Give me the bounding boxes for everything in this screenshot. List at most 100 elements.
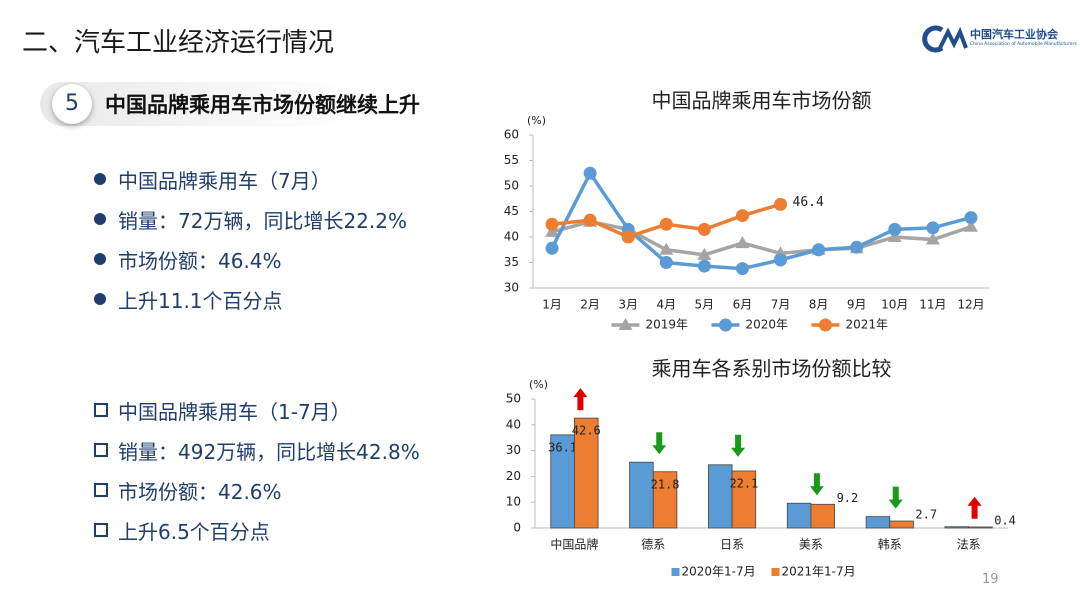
trend-arrow [652, 432, 667, 455]
bullet-text: 中国品牌乘用车（7月） [118, 168, 331, 193]
x-tick-label: 7月 [771, 298, 791, 312]
point-marker [887, 230, 902, 242]
x-tick-label: 德系 [641, 537, 665, 552]
bullet: 上升11.1个百分点 [94, 279, 407, 319]
y-tick-label: 0 [513, 521, 521, 535]
axis-unit: (%) [529, 378, 548, 391]
point-marker [583, 166, 597, 180]
x-tick-label: 12月 [957, 298, 984, 312]
bar [652, 471, 678, 529]
y-tick-label: 40 [504, 230, 519, 244]
bar [944, 526, 969, 529]
legend-marker [618, 318, 633, 330]
bar [731, 470, 757, 529]
x-tick-label: 3月 [618, 298, 638, 312]
x-tick-label: 2月 [580, 298, 600, 312]
x-tick-label: 法系 [957, 538, 981, 552]
logo-subtitle: China Association of Automobile Manufact… [970, 42, 1077, 47]
bar [574, 417, 599, 529]
legend-label: 2021年1-7月 [782, 565, 856, 579]
x-tick-label: 韩系 [878, 537, 902, 552]
x-tick-label: 9月 [847, 298, 867, 312]
bullet-list: 中国品牌乘用车（1-7月） 销量：492万辆，同比增长42.8% 市场份额：42… [94, 390, 420, 550]
legend-swatch [771, 568, 780, 576]
logo-name: 中国汽车工业协会 [970, 28, 1058, 41]
x-tick-label: 10月 [881, 298, 908, 312]
logo: 中国汽车工业协会 China Association of Automobile… [922, 24, 1077, 54]
x-tick-label: 美系 [799, 538, 823, 552]
bullet-text: 上升11.1个百分点 [118, 288, 283, 313]
y-tick-label: 35 [504, 255, 519, 269]
section-number: 5 [52, 84, 92, 124]
bullet: 市场份额：46.4% [94, 239, 407, 279]
point-marker [812, 243, 826, 257]
bar [865, 516, 891, 529]
bullet: 销量：72万辆，同比增长22.2% [94, 199, 407, 239]
trend-arrow [809, 473, 824, 496]
point-marker [697, 247, 712, 260]
bullet: 中国品牌乘用车（7月） [94, 159, 407, 199]
point-marker [545, 224, 560, 237]
bullet-text: 上升6.5个百分点 [118, 519, 270, 544]
legend-label: 2021年 [846, 318, 889, 332]
point-marker [926, 221, 940, 235]
legend-marker [719, 318, 732, 332]
bullet-list: 中国品牌乘用车（7月） 销量：72万辆，同比增长22.2% 市场份额：46.4%… [94, 159, 407, 319]
trend-arrow [573, 388, 588, 411]
y-tick-label: 30 [506, 443, 521, 457]
bullet-text: 市场份额：42.6% [118, 479, 282, 504]
bullet-text: 销量：492万辆，同比增长42.8% [118, 439, 420, 464]
data-label: 0.4 [994, 513, 1016, 527]
x-tick-label: 日系 [720, 538, 744, 552]
chart-title: 乘用车各系别市场份额比较 [652, 357, 892, 381]
series-line [550, 169, 972, 271]
x-tick-label: 中国品牌 [550, 537, 598, 552]
axis-unit: (%) [527, 114, 546, 127]
y-tick-label: 20 [506, 469, 521, 483]
trend-arrow [888, 486, 903, 509]
point-marker [659, 217, 673, 231]
bullet: 中国品牌乘用车（1-7月） [94, 390, 420, 430]
series-line [551, 219, 972, 257]
data-label: 2.7 [915, 508, 937, 522]
bullet-text: 销量：72万辆，同比增长22.2% [118, 208, 407, 233]
x-tick-label: 4月 [656, 298, 676, 312]
x-tick-label: 8月 [809, 298, 829, 312]
chart-title: 中国品牌乘用车市场份额 [652, 89, 872, 113]
page-number: 19 [982, 572, 999, 587]
bar [968, 526, 993, 529]
data-label: 46.4 [793, 195, 824, 210]
point-marker [697, 222, 711, 236]
y-tick-label: 50 [506, 392, 521, 406]
data-label: 22.1 [729, 476, 758, 490]
point-marker [850, 240, 864, 254]
bar [708, 464, 733, 529]
point-marker [888, 222, 902, 236]
bullet: 销量：492万辆，同比增长42.8% [94, 430, 420, 470]
section-bar [40, 82, 490, 126]
point-marker [735, 262, 749, 276]
point-marker [545, 241, 559, 255]
y-tick-label: 55 [504, 153, 519, 167]
trend-arrow [967, 496, 982, 519]
x-tick-label: 6月 [733, 298, 753, 312]
legend-swatch [671, 568, 680, 576]
bar [786, 502, 812, 529]
point-marker [963, 219, 978, 232]
legend-label: 2019年 [646, 318, 689, 332]
point-marker [583, 213, 597, 227]
x-tick-label: 5月 [695, 298, 715, 312]
bar [889, 520, 914, 529]
trend-arrow [731, 434, 746, 457]
legend-label: 2020年 [746, 318, 789, 332]
logo-mark [922, 25, 968, 53]
point-marker [545, 217, 559, 231]
bullet-text: 中国品牌乘用车（1-7月） [118, 399, 351, 424]
point-marker [735, 236, 750, 249]
point-marker [659, 242, 674, 255]
y-tick-label: 60 [504, 128, 519, 142]
point-marker [697, 259, 711, 273]
point-marker [964, 211, 978, 225]
